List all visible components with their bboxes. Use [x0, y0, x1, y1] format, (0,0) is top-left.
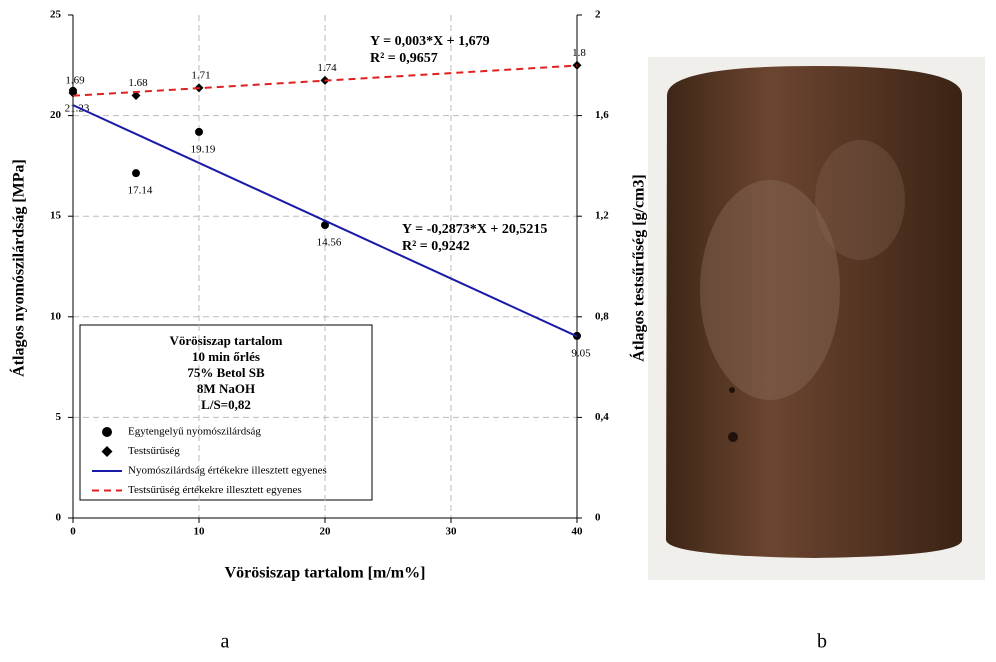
x-tick-label: 40 — [572, 526, 584, 538]
y-tick-label: 0 — [56, 512, 62, 524]
data-label: 21.23 — [65, 102, 90, 114]
point — [195, 127, 203, 136]
x-tick-label: 10 — [194, 526, 206, 538]
x-tick-label: 20 — [320, 526, 332, 538]
annotation: R² = 0,9242 — [402, 239, 470, 254]
y2-tick-label: 1,6 — [595, 109, 609, 121]
y2-tick-label: 2 — [595, 9, 601, 21]
y2-tick-label: 1,2 — [595, 210, 609, 222]
point — [321, 221, 329, 230]
pore — [729, 387, 735, 393]
point — [131, 90, 141, 100]
x-axis-label: Vörösiszap tartalom [m/m%] — [225, 565, 426, 582]
data-label: 1.69 — [65, 74, 85, 86]
photo — [648, 57, 985, 580]
legend-title: 8M NaOH — [197, 381, 255, 396]
y2-axis-label: Átlagos testsűrűség [g/cm3] — [629, 174, 648, 362]
annotation: R² = 0,9657 — [370, 51, 438, 66]
y-tick-label: 5 — [56, 411, 62, 423]
y2-tick-label: 0 — [595, 512, 601, 524]
y-tick-label: 15 — [50, 210, 62, 222]
y-tick-label: 25 — [50, 9, 62, 21]
y-tick-label: 10 — [50, 310, 62, 322]
annotation: Y = 0,003*X + 1,679 — [370, 34, 490, 49]
x-tick-label: 30 — [446, 526, 458, 538]
y-axis-label: Átlagos nyomószilárdság [MPa] — [9, 159, 28, 377]
legend-title: 10 min őrlés — [192, 349, 260, 364]
legend-title: Vörösiszap tartalom — [169, 333, 282, 348]
legend-label: Testsűrűség — [128, 445, 180, 457]
x-tick-label: 0 — [70, 526, 76, 538]
stain — [700, 180, 840, 400]
data-label: 19.19 — [191, 143, 216, 155]
pore — [728, 432, 738, 442]
sample-cylinder — [666, 66, 962, 558]
data-label: 9.05 — [571, 347, 591, 359]
legend-label: Nyomószilárdság értékekre illesztett egy… — [128, 465, 327, 477]
legend-marker — [102, 427, 112, 437]
stain — [815, 140, 905, 260]
legend-marker — [101, 446, 113, 457]
legend-title: L/S=0,82 — [201, 397, 251, 412]
legend-label: Testsűrűség értékekre illesztett egyenes — [128, 484, 302, 496]
y2-tick-label: 0,8 — [595, 310, 609, 322]
legend-label: Egytengelyű nyomószilárdság — [128, 426, 261, 438]
data-label: 1.8 — [572, 47, 586, 59]
y-tick-label: 20 — [50, 109, 62, 121]
panel-label: b — [817, 631, 827, 653]
point — [132, 169, 140, 178]
data-label: 1.68 — [128, 77, 148, 89]
point — [572, 60, 582, 70]
fit-line — [72, 104, 578, 338]
panel-label: a — [221, 631, 230, 653]
fit-line — [72, 64, 578, 97]
data-label: 1.74 — [317, 62, 337, 74]
legend-box — [79, 324, 373, 501]
y2-tick-label: 0,4 — [595, 411, 609, 423]
data-label: 1.71 — [191, 69, 210, 81]
data-label: 14.56 — [317, 237, 342, 249]
annotation: Y = -0,2873*X + 20,5215 — [402, 222, 547, 237]
legend-title: 75% Betol SB — [187, 365, 265, 380]
data-label: 17.14 — [128, 185, 153, 197]
